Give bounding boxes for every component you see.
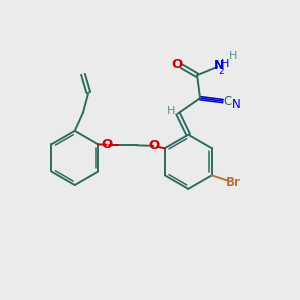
Text: O: O	[171, 58, 182, 70]
Text: H: H	[167, 106, 176, 116]
Text: 2: 2	[219, 67, 224, 76]
Text: Br: Br	[226, 176, 240, 189]
Text: O: O	[148, 140, 159, 152]
Text: C: C	[224, 95, 232, 108]
Text: H: H	[221, 59, 230, 69]
Text: H: H	[229, 51, 238, 61]
Text: O: O	[101, 138, 112, 151]
Text: N: N	[232, 98, 241, 111]
Text: N: N	[214, 59, 225, 72]
